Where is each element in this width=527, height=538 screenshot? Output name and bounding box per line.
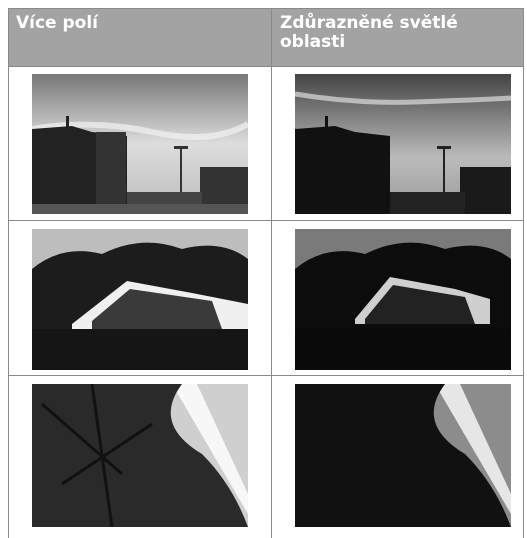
border [8,66,524,67]
photo [295,74,511,214]
border [8,8,9,538]
table: Více polí Zdůrazněné světlé oblasti [8,8,524,538]
header-cell: Zdůrazněné světlé oblasti [272,8,524,66]
border [523,8,524,538]
border [8,8,524,9]
page: Více polí Zdůrazněné světlé oblasti (() … [8,8,524,538]
photo [32,384,248,527]
photo [32,74,248,214]
border [271,8,272,538]
border [8,220,524,221]
photo [32,229,248,370]
photo [295,229,511,370]
border [8,375,524,376]
header-cell: Více polí [8,8,271,66]
photo [295,384,511,527]
